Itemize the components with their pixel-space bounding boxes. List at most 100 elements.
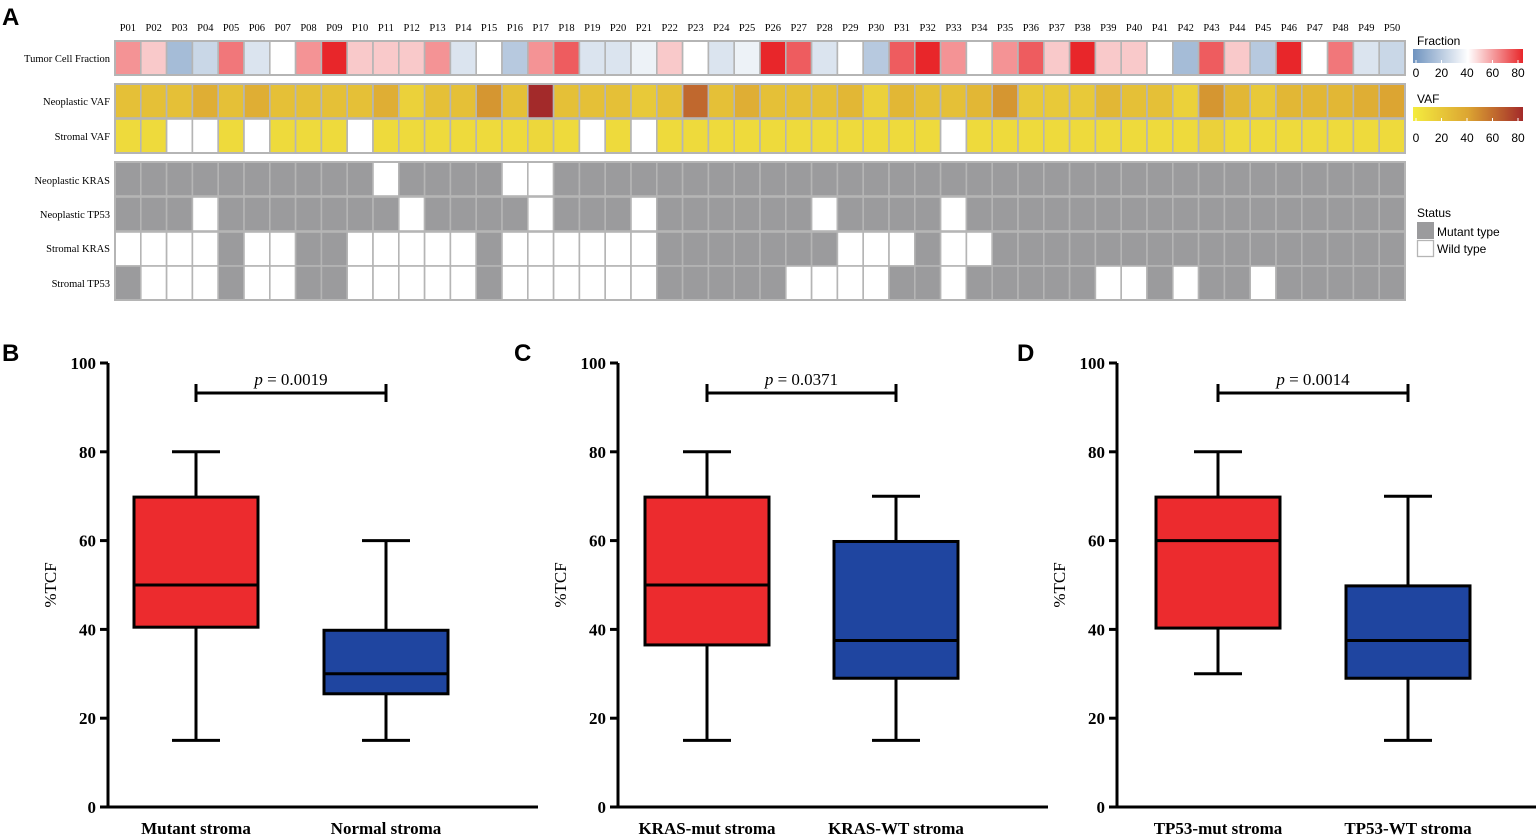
- heatmap-cell: [1197, 83, 1226, 119]
- patient-label: P35: [997, 23, 1013, 34]
- status-cell: [888, 161, 916, 197]
- status-cell: [810, 196, 839, 232]
- heatmap-cell: [1172, 118, 1200, 154]
- status-cell: [1326, 161, 1355, 197]
- heatmap-cell: [346, 40, 374, 76]
- heatmap-cell: [913, 40, 942, 76]
- status-cell: [449, 231, 477, 267]
- heatmap-cell: [1301, 40, 1329, 76]
- status-cell: [655, 196, 684, 232]
- p-symbol: p: [253, 370, 263, 389]
- status-cell: [346, 161, 374, 197]
- heatmap-cell: [1249, 40, 1277, 76]
- patient-label: P14: [455, 23, 472, 34]
- status-cell: [1120, 196, 1148, 232]
- heatmap-cell: [346, 118, 374, 154]
- heatmap-cell: [836, 83, 865, 119]
- heatmap-cell: [1301, 118, 1329, 154]
- patient-label: P40: [1126, 23, 1142, 34]
- heatmap-cell: [655, 83, 684, 119]
- status-cell: [655, 265, 684, 301]
- status-cell: [1146, 196, 1174, 232]
- heatmap-cell: [1249, 118, 1277, 154]
- heatmap-cell: [552, 40, 581, 76]
- y-tick-label: 60: [589, 532, 606, 551]
- heatmap-cell: [217, 40, 245, 76]
- status-cell: [217, 161, 245, 197]
- status-cell: [965, 196, 994, 232]
- status-cell: [836, 161, 865, 197]
- status-cell: [913, 231, 942, 267]
- heatmap-cell: [630, 118, 658, 154]
- status-cell: [1275, 161, 1303, 197]
- heatmap-cell: [707, 40, 736, 76]
- box-red: [643, 495, 771, 647]
- patient-label: P17: [533, 23, 549, 34]
- box-blue: [322, 628, 450, 696]
- status-cell: [965, 231, 994, 267]
- patient-label: P26: [765, 23, 781, 34]
- status-cell: [1249, 265, 1277, 301]
- heatmap-cell: [526, 83, 555, 119]
- status-cell: [1094, 265, 1123, 301]
- heatmap-cell: [243, 40, 271, 76]
- status-cell: [294, 265, 323, 301]
- status-cell: [630, 196, 658, 232]
- status-cell: [501, 231, 529, 267]
- colorbar-tick-label: 40: [1460, 131, 1474, 145]
- status-cell: [320, 196, 348, 232]
- heatmap-cell: [165, 83, 194, 119]
- status-cell: [888, 196, 916, 232]
- heatmap-panel: P01 P02 P03 P04 P05 P06 P07 P08 P09 P10 P11 P12 P13 P…: [24, 23, 1525, 301]
- heatmap-cell: [784, 83, 813, 119]
- status-cell: [578, 196, 607, 232]
- y-tick-label: 80: [1088, 443, 1105, 462]
- heatmap-cell: [862, 40, 890, 76]
- status-cell: [1043, 265, 1071, 301]
- patient-label: P32: [920, 23, 936, 34]
- heatmap-cell: [707, 83, 736, 119]
- heatmap-cell: [165, 40, 194, 76]
- legend-swatch-wild: [1416, 239, 1435, 258]
- patient-label: P19: [584, 23, 600, 34]
- box-blue: [832, 539, 960, 680]
- boxplot-panel-b: 0 20 40 60 80 100 %TCF Mutant stroma Normal stro…: [41, 354, 538, 836]
- heatmap-cell: [372, 40, 400, 76]
- heatmap-cell: [759, 83, 787, 119]
- p-value: = 0.0019: [263, 370, 328, 389]
- status-cell: [1223, 196, 1252, 232]
- status-cell: [1197, 265, 1226, 301]
- status-cell: [1017, 231, 1045, 267]
- status-cell: [810, 265, 839, 301]
- status-cell: [423, 161, 452, 197]
- status-cell: [1043, 196, 1071, 232]
- status-cell: [320, 161, 348, 197]
- status-cell: [423, 196, 452, 232]
- status-cell: [423, 231, 452, 267]
- patient-label: P13: [429, 23, 445, 34]
- status-cell: [784, 161, 813, 197]
- status-cell: [913, 196, 942, 232]
- patient-label: P49: [1358, 23, 1374, 34]
- status-cell: [372, 265, 400, 301]
- box-red: [132, 495, 260, 629]
- status-cell: [372, 161, 400, 197]
- heatmap-cell: [991, 118, 1019, 154]
- heatmap-cell: [1301, 83, 1329, 119]
- status-cell: [191, 161, 219, 197]
- status-cell: [1301, 265, 1329, 301]
- patient-label: P10: [352, 23, 368, 34]
- heatmap-cell: [888, 40, 916, 76]
- status-cell: [707, 196, 736, 232]
- status-cell: [1068, 231, 1097, 267]
- status-cell: [733, 231, 761, 267]
- status-cell: [862, 161, 890, 197]
- heatmap-cell: [707, 118, 736, 154]
- status-cell: [526, 265, 555, 301]
- status-cell: [423, 265, 452, 301]
- patient-label: P05: [223, 23, 239, 34]
- status-cell: [449, 265, 477, 301]
- patient-label: P15: [481, 23, 497, 34]
- heatmap-cell: [1275, 118, 1303, 154]
